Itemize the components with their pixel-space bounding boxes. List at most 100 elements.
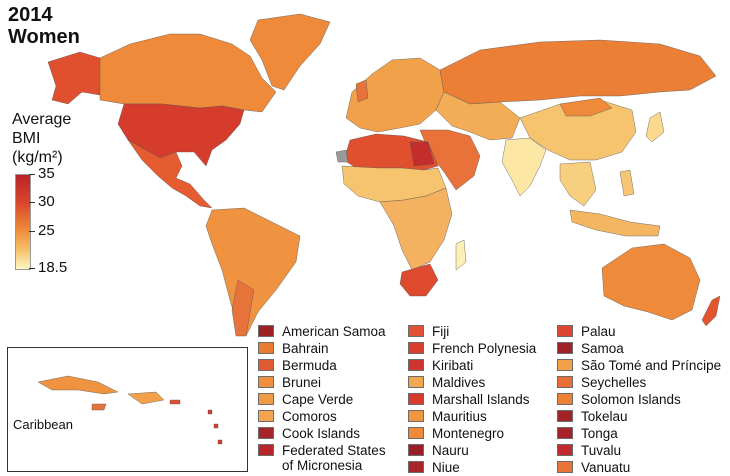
legend-swatch [258, 376, 274, 388]
legend-swatch [557, 410, 573, 422]
tick-label: 30 [38, 193, 55, 211]
legend-label: Marshall Islands [432, 392, 530, 407]
region-uk [355, 79, 369, 103]
region-philippines [619, 169, 635, 197]
legend-swatch [557, 376, 573, 388]
legend-swatch [557, 427, 573, 439]
legend-label: Tokelau [581, 409, 628, 424]
legend-swatch [258, 427, 274, 439]
legend-swatch [557, 461, 573, 473]
legend-swatch [408, 359, 424, 371]
legend-swatch [408, 393, 424, 405]
legend-label: São Tomé and Príncipe [581, 358, 722, 373]
inset-label: Caribbean [13, 417, 73, 432]
region-hispaniola [127, 391, 165, 405]
tick-label: 25 [38, 221, 55, 239]
region-southern-cone [231, 279, 255, 337]
title-group: Women [8, 26, 80, 48]
legend-label: French Polynesia [432, 341, 537, 356]
region-central-africa [379, 187, 453, 271]
legend-label: Kiribati [432, 358, 474, 373]
legend-label: Tonga [581, 426, 618, 441]
tick-mark [29, 268, 35, 269]
tick-label: 35 [38, 165, 55, 182]
region-no-data [335, 149, 349, 163]
legend-swatch [258, 342, 274, 354]
region-jamaica [91, 403, 107, 411]
legend-label: Brunei [282, 375, 322, 390]
tick-mark [29, 174, 35, 175]
legend-swatch [258, 410, 274, 422]
title-year: 2014 [8, 4, 53, 26]
region-madagascar [455, 239, 467, 271]
legend-label: Niue [432, 460, 460, 475]
legend-label: Cook Islands [282, 426, 361, 441]
tick-label: 18.5 [38, 259, 68, 276]
region-cuba [37, 375, 119, 395]
region-greenland [249, 13, 331, 91]
region-central-asia [435, 91, 521, 141]
legend-title-line-3: (kg/m²) [12, 149, 63, 166]
legend-swatch [408, 444, 424, 456]
legend-label: Tuvalu [581, 443, 622, 458]
legend-swatch [557, 359, 573, 371]
region-canada [99, 33, 277, 113]
legend-label: Solomon Islands [581, 392, 681, 407]
legend-label: Seychelles [581, 375, 647, 390]
region-new-zealand [701, 295, 721, 327]
legend-label: Cape Verde [282, 392, 354, 407]
legend-swatch [258, 444, 274, 456]
tick-mark [29, 230, 35, 232]
legend-label: Montenegro [432, 426, 505, 441]
region-southeast-asia [559, 161, 597, 207]
legend-label: Samoa [581, 341, 624, 356]
legend-swatch [408, 376, 424, 388]
legend-label: Fiji [432, 324, 450, 339]
region-lesser-antilles [207, 409, 223, 445]
region-mexico [127, 139, 213, 209]
legend-label: Palau [581, 324, 616, 339]
region-russia [439, 39, 717, 105]
legend-swatch [258, 325, 274, 337]
region-alaska [47, 51, 101, 105]
legend-swatch [557, 393, 573, 405]
legend-title-line-1: Average [12, 111, 72, 128]
region-south-africa [399, 263, 439, 297]
region-usa [117, 103, 245, 167]
region-indonesia [569, 209, 661, 237]
legend-title-line-2: BMI [12, 130, 41, 147]
legend-swatch [408, 461, 424, 473]
caribbean-inset: Caribbean [7, 347, 248, 472]
region-japan [645, 111, 665, 143]
bmi-colorbar [15, 174, 31, 270]
legend-swatch [408, 342, 424, 354]
tick-mark [29, 202, 35, 204]
caribbean-map [37, 375, 223, 445]
legend-label: Nauru [432, 443, 469, 458]
legend-swatch [258, 393, 274, 405]
legend-swatch [408, 410, 424, 422]
region-puerto-rico [169, 399, 181, 405]
legend-swatch [408, 427, 424, 439]
map-title: 2014 Women [8, 4, 80, 48]
legend-swatch [258, 359, 274, 371]
legend-swatch [408, 325, 424, 337]
region-australia [601, 243, 701, 321]
region-egypt [409, 141, 435, 167]
legend-label: Vanuatu [581, 460, 631, 475]
legend-label: Comoros [282, 409, 337, 424]
legend-swatch [557, 325, 573, 337]
region-mongolia [559, 97, 613, 117]
legend-label: Bermuda [282, 358, 337, 373]
legend-swatch [557, 444, 573, 456]
legend-label: Mauritius [432, 409, 487, 424]
legend-swatch [557, 342, 573, 354]
legend-label: American Samoa [282, 324, 386, 339]
region-india [501, 137, 547, 197]
legend-label: Federated States [282, 443, 386, 458]
legend-title: Average BMI (kg/m²) [12, 110, 71, 167]
region-south-america [205, 207, 301, 337]
legend-label: Maldives [432, 375, 486, 390]
